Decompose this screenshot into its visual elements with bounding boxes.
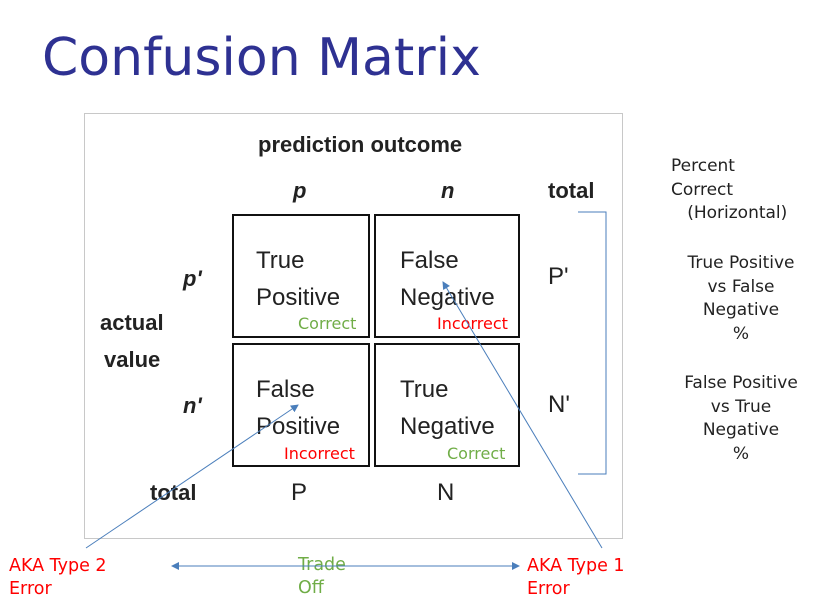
row-label-actual: actual [100,310,164,335]
column-header-p: p [293,178,307,203]
tp-vs-fn-note: True Positive vs False Negative % [687,253,795,344]
row-total-p-prime: P' [548,263,569,290]
row-total-n-prime: N' [548,391,570,418]
horizontal-bracket [578,211,607,475]
column-total-p: P [291,479,308,506]
type-1-error-label: AKA Type 1 Error [527,556,625,599]
false-negative-cell: False Negative [374,214,520,338]
column-header-n: n [441,178,455,203]
row-header-p-prime: p' [183,266,202,291]
tp-correct-tag: Correct [298,314,357,333]
row-header-n-prime: n' [183,393,202,418]
fn-incorrect-tag: Incorrect [437,314,508,333]
tn-correct-tag: Correct [447,444,506,463]
true-negative-cell: True Negative [374,343,520,467]
row-label-value: value [104,347,161,372]
column-header-total: total [548,178,595,203]
row-header-total: total [150,480,197,505]
fp-incorrect-tag: Incorrect [284,444,355,463]
false-positive-cell: False Positive [232,343,370,467]
true-positive-cell: True Positive [232,214,370,338]
type-2-error-label: AKA Type 2 Error [9,556,107,599]
prediction-outcome-heading: prediction outcome [258,132,463,157]
type-1-arrow [442,281,603,549]
fp-vs-tn-note: False Positive vs True Negative % [684,373,798,464]
percent-correct-note: Percent Correct (Horizontal) [671,156,788,223]
true-positive-label: True Positive [256,247,341,311]
true-negative-label: True Negative [400,376,495,440]
page-title: Confusion Matrix [42,28,481,88]
type-2-arrow [85,404,299,549]
column-total-n: N [437,479,455,506]
false-positive-label: False Positive [256,376,341,440]
